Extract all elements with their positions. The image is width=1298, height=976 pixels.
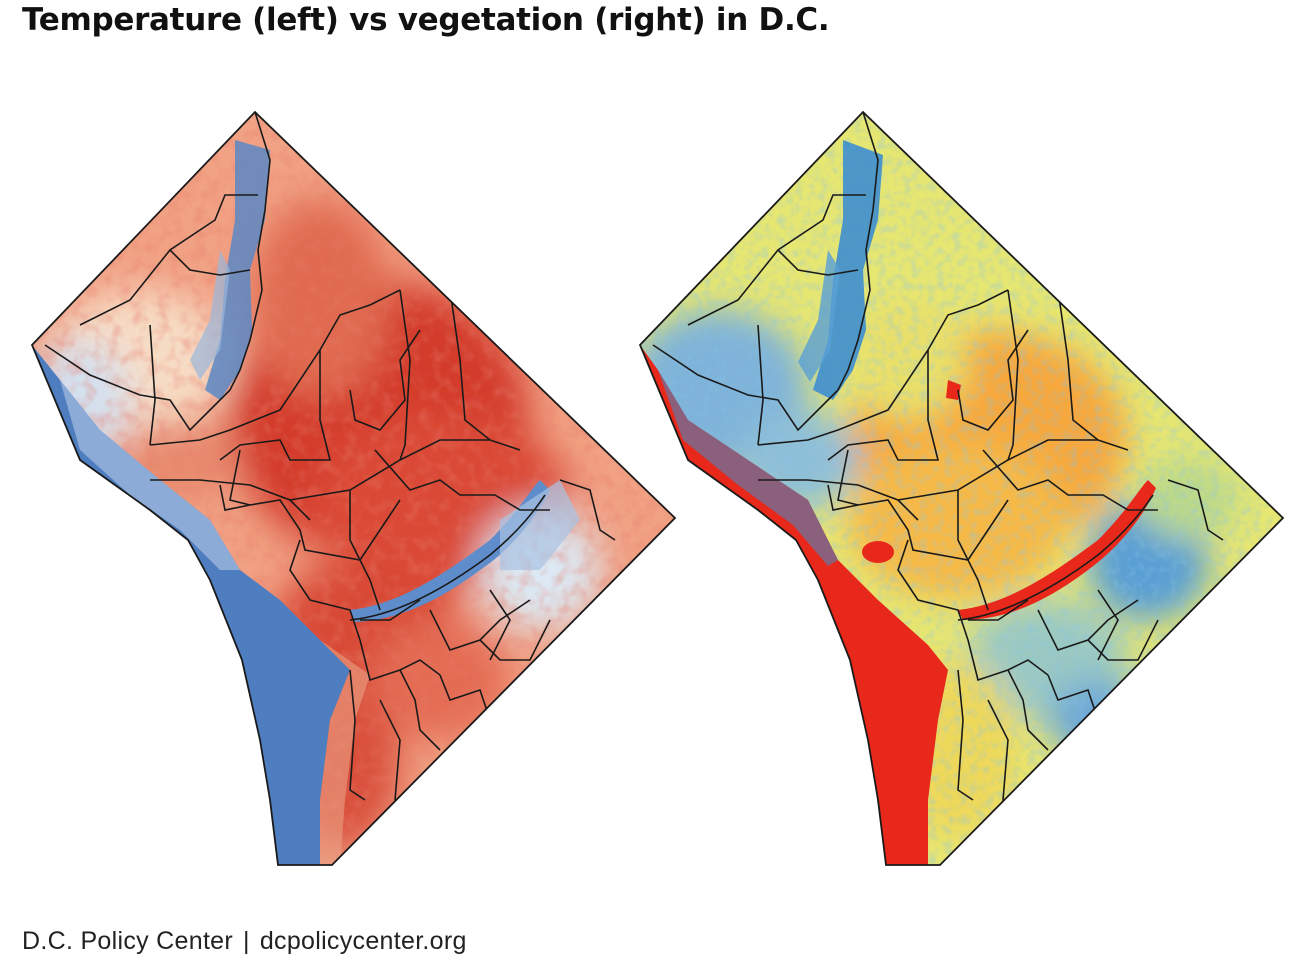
temperature-boundaries	[44, 112, 616, 831]
vegetation-map-svg	[638, 110, 1285, 866]
vegetation-boundaries	[652, 112, 1224, 831]
page-title: Temperature (left) vs vegetation (right)…	[22, 2, 830, 38]
temperature-map	[20, 100, 690, 875]
footer-credit: D.C. Policy Center | dcpolicycenter.org	[22, 927, 467, 956]
vegetation-outline	[638, 110, 1285, 866]
footer-separator: |	[243, 927, 250, 955]
vegetation-map	[628, 100, 1298, 875]
footer-org: D.C. Policy Center	[22, 927, 234, 955]
temperature-map-svg	[30, 110, 677, 866]
temperature-outline	[30, 110, 677, 866]
footer-url[interactable]: dcpolicycenter.org	[259, 927, 467, 955]
